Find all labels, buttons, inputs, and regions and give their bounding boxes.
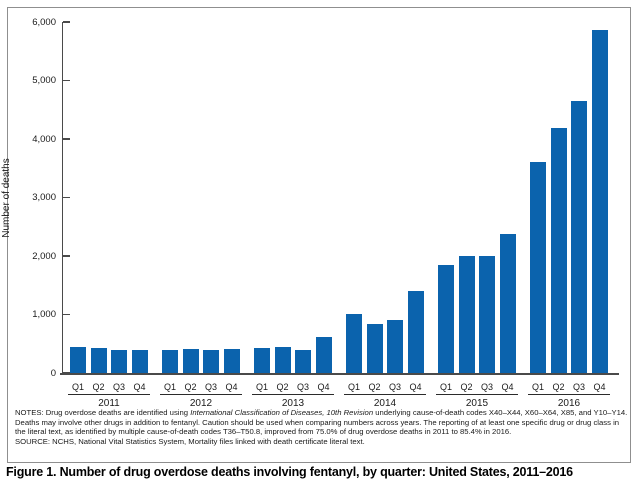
quarter-label: Q3 <box>388 382 401 392</box>
quarter-label: Q4 <box>593 382 606 392</box>
bar-group-2012: Q1 Q2 Q3 Q4 2012 <box>160 22 242 409</box>
chart-notes: NOTES: Drug overdose deaths are identifi… <box>15 408 629 446</box>
quarter-label: Q2 <box>368 382 381 392</box>
quarter-label: Q2 <box>276 382 289 392</box>
year-label: 2015 <box>465 398 489 409</box>
notes-italic-title: International Classification of Diseases… <box>190 408 374 417</box>
bar-2015-Q1 <box>438 264 454 373</box>
year-label: 2012 <box>189 398 213 409</box>
bar-2013-Q1 <box>254 348 270 373</box>
notes-text: NOTES: Drug overdose deaths are identifi… <box>15 408 629 437</box>
quarter-label: Q3 <box>572 382 585 392</box>
x-axis-line <box>60 372 619 375</box>
year-group-underline <box>160 394 242 395</box>
plot-area: Q1 Q2 Q3 Q4 2011 Q1 Q2 Q3 Q4 2012 Q1 Q2 Q3 Q4 2013 Q1 Q2… <box>60 21 619 409</box>
y-tick-label: 5,000 <box>32 75 56 86</box>
quarter-label: Q2 <box>184 382 197 392</box>
quarter-label: Q3 <box>480 382 493 392</box>
y-tick-label: 3,000 <box>32 192 56 203</box>
year-label: 2013 <box>281 398 305 409</box>
quarter-label: Q4 <box>133 382 146 392</box>
quarter-label: Q1 <box>163 382 176 392</box>
source-text: SOURCE: NCHS, National Vital Statistics … <box>15 436 365 446</box>
year-group-underline <box>252 394 334 395</box>
bar-2013-Q3 <box>295 350 311 373</box>
quarter-label: Q1 <box>71 382 84 392</box>
bar-2012-Q4 <box>223 349 240 373</box>
bar-2014-Q3 <box>387 319 403 373</box>
bar-2016-Q1 <box>530 161 546 373</box>
bar-2013-Q2 <box>274 346 291 373</box>
y-tick-mark <box>63 313 70 316</box>
y-tick-label: 4,000 <box>32 133 56 145</box>
quarter-label: Q3 <box>204 382 217 392</box>
y-axis-line <box>61 22 63 374</box>
quarter-label: Q1 <box>347 382 360 392</box>
bar-group-2014: Q1 Q2 Q3 Q4 2014 <box>344 22 426 409</box>
bar-2016-Q3 <box>571 100 587 373</box>
bar-2011-Q2 <box>90 347 107 373</box>
y-tick-label: 6,000 <box>32 16 56 28</box>
quarter-label: Q2 <box>552 382 565 392</box>
year-group-underline <box>436 394 518 395</box>
bar-2012-Q1 <box>162 349 178 373</box>
bar-2012-Q2 <box>182 348 199 373</box>
y-tick-mark <box>63 138 70 140</box>
bar-2011-Q1 <box>70 346 86 373</box>
quarter-label: Q1 <box>531 382 544 392</box>
y-tick-mark <box>63 255 70 257</box>
quarter-label: Q4 <box>501 382 514 392</box>
bar-2014-Q2 <box>366 323 383 373</box>
bar-2015-Q2 <box>458 255 475 373</box>
year-group-underline <box>68 394 150 395</box>
figure-caption: Figure 1. Number of drug overdose deaths… <box>6 465 573 479</box>
quarter-label: Q1 <box>255 382 268 392</box>
year-label: 2014 <box>373 398 397 409</box>
quarter-label: Q3 <box>296 382 309 392</box>
quarter-label: Q3 <box>112 382 125 392</box>
year-group-underline <box>528 394 610 395</box>
year-label: 2016 <box>557 398 581 409</box>
quarter-label: Q1 <box>439 382 452 392</box>
year-group-underline <box>344 394 426 395</box>
bar-2014-Q4 <box>407 291 424 373</box>
y-tick-label: 0 <box>50 367 56 379</box>
bar-2014-Q1 <box>346 314 362 373</box>
bar-group-2013: Q1 Q2 Q3 Q4 2013 <box>252 22 334 409</box>
y-tick-mark <box>63 21 70 23</box>
bar-2016-Q2 <box>550 127 567 373</box>
quarter-label: Q4 <box>409 382 422 392</box>
y-tick-label: 2,000 <box>32 250 56 262</box>
bar-2015-Q4 <box>499 233 516 373</box>
y-tick-label: 1,000 <box>32 309 56 320</box>
quarter-label: Q4 <box>317 382 330 392</box>
bar-2011-Q3 <box>111 350 127 373</box>
figure-panel <box>7 7 631 463</box>
bar-2011-Q4 <box>131 350 148 373</box>
bar-group-2016: Q1 Q2 Q3 Q4 2016 <box>528 22 610 409</box>
notes-prefix: NOTES: Drug overdose deaths are identifi… <box>15 408 191 417</box>
y-tick-mark <box>63 196 70 199</box>
quarter-label: Q4 <box>225 382 238 392</box>
bar-2013-Q4 <box>315 337 332 373</box>
bar-2016-Q4 <box>591 30 608 373</box>
bar-group-2015: Q1 Q2 Q3 Q4 2015 <box>436 22 518 409</box>
notes-suffix: underlying cause-of-death codes X40–X44,… <box>15 408 628 437</box>
bar-group-2011: Q1 Q2 Q3 Q4 2011 <box>68 22 150 409</box>
bar-2012-Q3 <box>203 350 219 373</box>
year-label: 2011 <box>98 398 120 409</box>
quarter-label: Q2 <box>460 382 473 392</box>
y-tick-mark <box>63 79 70 82</box>
quarter-label: Q2 <box>92 382 105 392</box>
bar-2015-Q3 <box>479 255 495 373</box>
y-tick-mark <box>63 372 70 374</box>
